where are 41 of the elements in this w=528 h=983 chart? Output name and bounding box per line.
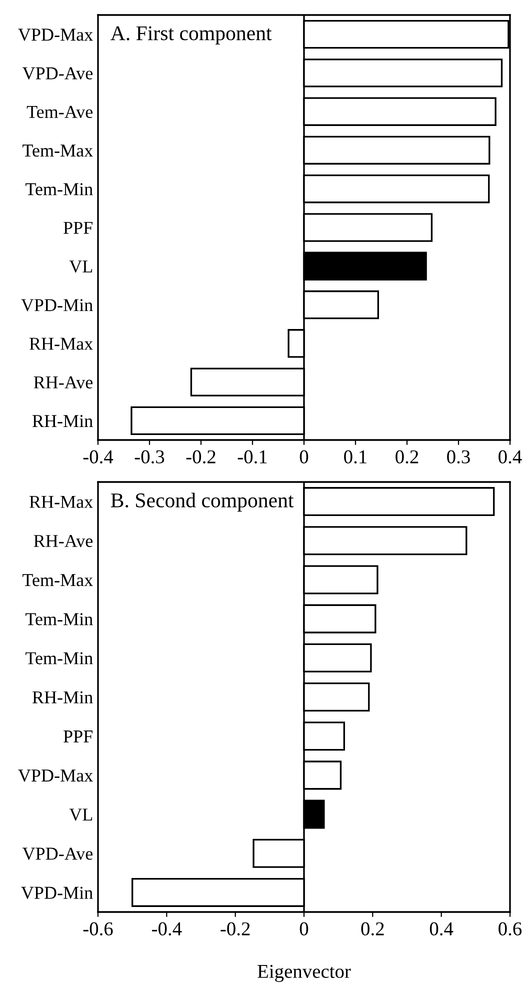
x-tick-label: 0.4 [498,450,522,464]
y-tick-label: VPD-Ave [22,848,93,860]
y-tick-label: Tem-Min [26,183,93,196]
y-tick-label: VL [69,808,92,821]
x-tick-label: -0.4 [83,450,114,464]
y-tick-label: VPD-Ave [22,67,93,80]
x-tick-label: 0.4 [430,922,454,936]
y-tick-label: VPD-Min [21,886,93,899]
x-tick-label: -0.3 [134,450,164,464]
y-tick-label: Tem-Max [22,574,93,586]
y-tick-label: RH-Min [32,691,93,704]
y-tick-label: RH-Ave [34,376,93,388]
x-tick-label: 0.1 [344,450,366,464]
x-tick-label: -0.2 [220,922,250,936]
x-tick-label: -0.4 [152,922,182,936]
y-tick-label: RH-Ave [34,534,93,548]
x-tick-label: -0.1 [238,450,267,464]
x-tick-label: 0.3 [447,450,470,464]
x-tick-label: 0 [300,922,308,936]
y-tick-label: Tem-Min [26,652,93,664]
x-tick-label: 0 [300,450,308,464]
y-tick-label: RH-Min [32,414,93,427]
x-tick-label: 0.6 [498,922,522,936]
y-tick-label: Tem-Max [22,144,93,157]
y-tick-label: Tem-Min [26,613,93,626]
y-tick-label: RH-Max [29,338,93,350]
y-tick-label: RH-Max [29,496,93,508]
y-tick-label: VPD-Min [21,299,93,312]
x-tick-label: -0.6 [83,922,113,936]
y-tick-label: VL [69,260,92,273]
y-tick-label: VPD-Max [18,28,93,41]
x-tick-label: -0.2 [186,450,216,464]
y-tick-label: VPD-Max [18,770,93,782]
y-tick-label: PPF [64,730,92,742]
chart-title: A. First component [110,26,272,45]
y-tick-label: PPF [64,222,92,234]
x-axis-title: Eigenvector [258,964,351,982]
y-tick-label: Tem-Ave [26,106,93,118]
x-tick-label: 0.2 [396,450,418,464]
chart-title: B. Second component [110,492,294,512]
x-tick-label: 0.2 [361,922,384,936]
